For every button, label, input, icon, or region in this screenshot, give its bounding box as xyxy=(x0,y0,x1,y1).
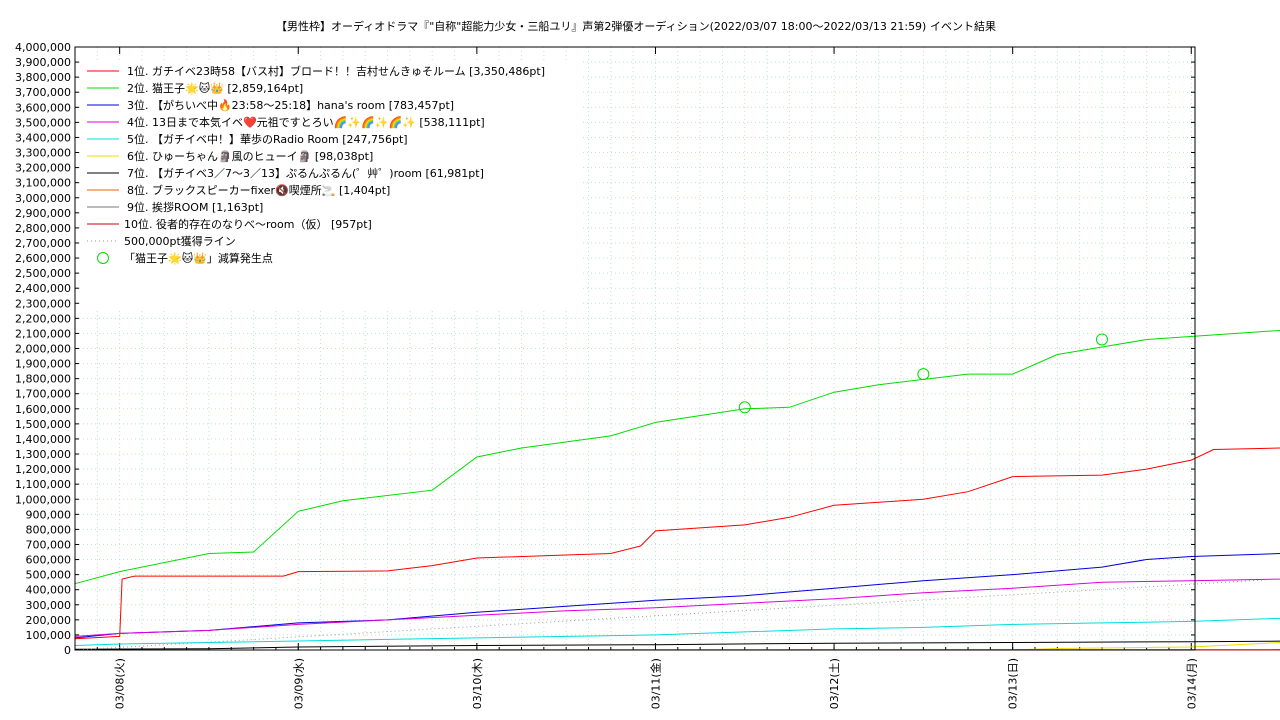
legend-label: 「猫王子🌟🐱👑」減算発生点 xyxy=(124,251,273,265)
y-tick-label: 1,000,000 xyxy=(15,493,71,506)
legend-marker-swatch xyxy=(97,252,109,264)
y-tick-label: 2,500,000 xyxy=(15,267,71,280)
legend: 1位. ガチイベ23時58【バス村】ブロード！！吉村せんきゅそルーム [3,35… xyxy=(83,61,583,311)
y-tick-label: 3,800,000 xyxy=(15,71,71,84)
legend-label: 500,000pt獲得ライン xyxy=(124,235,236,248)
y-tick-label: 3,900,000 xyxy=(15,56,71,69)
y-tick-label: 1,600,000 xyxy=(15,403,71,416)
y-axis: 0 100,000 200,000 300,000 400,000 500,000 600,… xyxy=(15,41,1195,657)
legend-label: 4位. 13日まで本気イベ❤️元祖ですとろい🌈✨🌈✨🌈✨ [538,111pt] xyxy=(127,115,485,129)
legend-label: 2位. 猫王子🌟🐱👑 [2,859,164pt] xyxy=(127,81,303,95)
y-tick-label: 1,100,000 xyxy=(15,478,71,491)
x-tick-label: 03/11(金) xyxy=(648,658,662,709)
y-tick-label: 3,300,000 xyxy=(15,147,71,160)
y-tick-label: 3,400,000 xyxy=(15,131,71,144)
x-tick-label: 03/14(月) xyxy=(1185,658,1198,709)
y-tick-label: 2,100,000 xyxy=(15,327,71,340)
legend-label: 5位. 【ガチイベ中！】華歩のRadio Room [247,756pt] xyxy=(127,132,408,146)
legend-label: 9位. 挨拶ROOM [1,163pt] xyxy=(127,200,263,214)
y-tick-label: 400,000 xyxy=(26,584,72,597)
y-tick-label: 2,900,000 xyxy=(15,207,71,220)
x-tick-label: 03/08(火) xyxy=(114,658,127,709)
legend-background xyxy=(83,61,583,311)
chart-subtitle: イベント結果 xyxy=(930,19,996,33)
series-line xyxy=(74,447,1280,640)
series-line xyxy=(74,578,1280,637)
series-line xyxy=(74,329,1280,585)
y-tick-label: 2,600,000 xyxy=(15,252,71,265)
marker-point xyxy=(917,368,930,381)
legend-label: 6位. ひゅーちゃん🗿風のヒューイ🗿 [98,038pt] xyxy=(127,149,373,163)
y-tick-label: 3,700,000 xyxy=(15,86,71,99)
series-line xyxy=(74,617,1280,646)
y-tick-label: 3,000,000 xyxy=(15,192,71,205)
y-tick-label: 1,900,000 xyxy=(15,358,71,371)
y-tick-label: 900,000 xyxy=(26,508,72,521)
y-tick-label: 3,200,000 xyxy=(15,162,71,175)
legend-label: 8位. ブラックスピーカーfixer🔇喫煙所🚬 [1,404pt] xyxy=(127,183,390,197)
y-tick-label: 2,000,000 xyxy=(15,343,71,356)
y-tick-label: 1,400,000 xyxy=(15,433,71,446)
y-tick-label: 1,500,000 xyxy=(15,418,71,431)
y-tick-label: 2,800,000 xyxy=(15,222,71,235)
y-tick-label: 2,200,000 xyxy=(15,312,71,325)
series-line xyxy=(74,553,1280,639)
y-tick-label: 700,000 xyxy=(26,538,72,551)
y-tick-label: 3,500,000 xyxy=(15,116,71,129)
y-tick-label: 3,100,000 xyxy=(15,177,71,190)
x-tick-label: 03/09(水) xyxy=(292,658,305,709)
y-tick-label: 100,000 xyxy=(26,629,72,642)
legend-label: 10位. 役者的存在のなりべ〜room（仮） [957pt] xyxy=(124,217,372,231)
y-tick-label: 500,000 xyxy=(26,569,72,582)
y-tick-label: 2,700,000 xyxy=(15,237,71,250)
y-tick-label: 0 xyxy=(64,644,71,657)
x-tick-label: 03/13(日) xyxy=(1007,658,1020,709)
chart-title: 【男性枠】オーディオドラマ『"自称"超能力少女・三船ユリ』声第2弾優オーディショ… xyxy=(276,19,926,33)
x-axis: 03/08(火) 03/09(水) 03/10(木) 03/11(金) 03/12(土)… xyxy=(74,47,1198,709)
x-tick-label: 03/10(木) xyxy=(471,658,484,709)
legend-label: 3位. 【がちいべ中🔥23:58〜25:18】hana's room [783,… xyxy=(127,98,454,112)
marker-point xyxy=(1095,333,1108,346)
y-tick-label: 1,800,000 xyxy=(15,373,71,386)
markers-layer xyxy=(738,333,1108,414)
y-tick-label: 1,200,000 xyxy=(15,463,71,476)
legend-label: 1位. ガチイベ23時58【バス村】ブロード！！吉村せんきゅそルーム [3,35… xyxy=(127,64,545,78)
legend-label: 7位. 【ガチイベ3／7〜3／13】ぷるんぷるん(゜艸゜)room [61,98… xyxy=(127,166,484,180)
y-tick-label: 2,300,000 xyxy=(15,297,71,310)
y-tick-label: 1,700,000 xyxy=(15,388,71,401)
series-line xyxy=(74,640,1280,650)
y-tick-label: 3,600,000 xyxy=(15,101,71,114)
series-line xyxy=(74,578,1280,651)
y-tick-label: 800,000 xyxy=(26,523,72,536)
y-tick-label: 600,000 xyxy=(26,554,72,567)
y-tick-label: 1,300,000 xyxy=(15,448,71,461)
y-tick-label: 4,000,000 xyxy=(15,41,71,54)
y-tick-label: 200,000 xyxy=(26,614,72,627)
marker-point xyxy=(738,401,751,414)
x-tick-label: 03/12(土) xyxy=(828,658,841,709)
y-tick-label: 2,400,000 xyxy=(15,282,71,295)
y-tick-label: 300,000 xyxy=(26,599,72,612)
plot-frame xyxy=(74,46,1196,651)
